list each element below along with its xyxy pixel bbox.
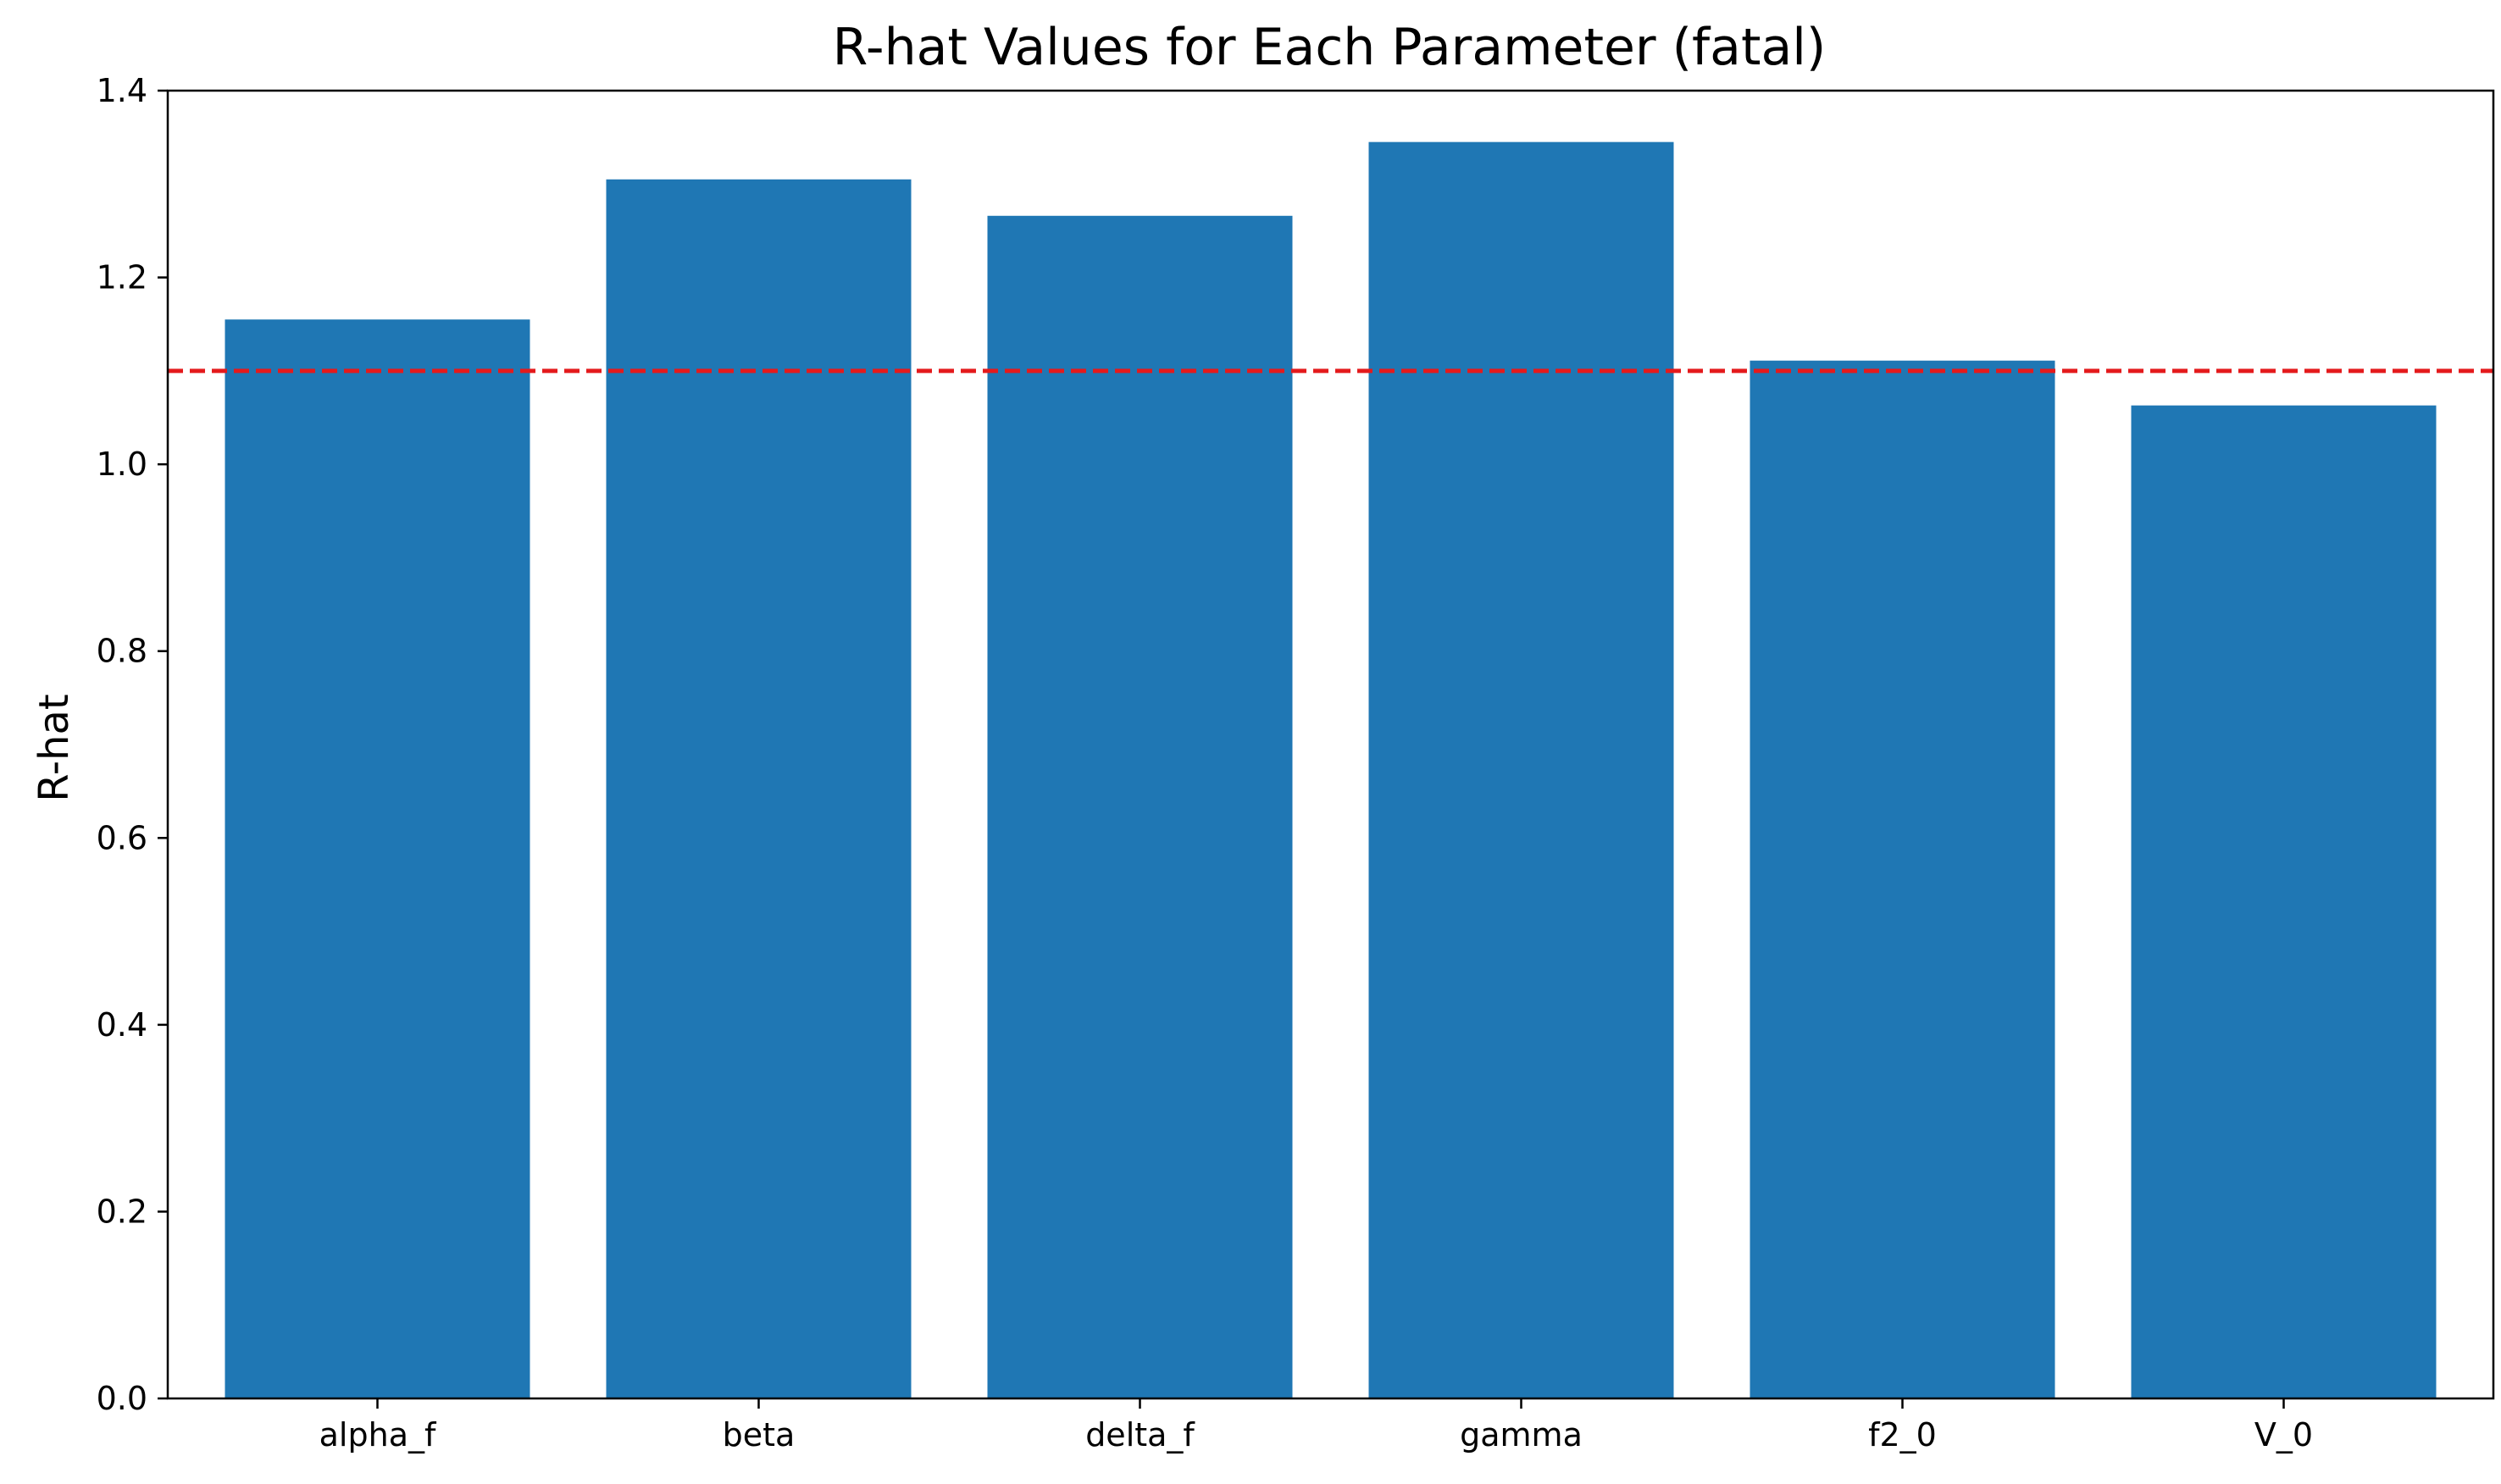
x-tick-label: gamma [1460,1416,1583,1454]
bar-V_0 [2131,405,2437,1399]
bar-alpha_f [225,319,530,1399]
x-tick-label: V_0 [2254,1416,2313,1454]
plot-frame [166,89,2495,1400]
x-tick-label: beta [723,1416,796,1454]
y-axis: 0.0 0.2 0.4 0.6 0.8 1.0 1.2 1.4 [97,72,168,1417]
x-tick-label: alpha_f [319,1416,437,1454]
plot-bars [225,141,2437,1399]
y-tick-label: 1.0 [97,446,147,483]
bar-delta_f [987,215,1293,1399]
bar-f2_0 [1750,360,2055,1398]
y-tick-label: 0.0 [97,1380,147,1417]
y-tick-label: 1.4 [97,72,147,109]
x-tick-label: f2_0 [1868,1416,1937,1454]
y-tick-label: 0.2 [97,1193,147,1230]
y-tick-label: 0.6 [97,819,147,856]
chart-title: R-hat Values for Each Parameter (fatal) [833,18,1827,77]
y-axis-label: R-hat [30,694,78,801]
x-tick-label: delta_f [1085,1416,1195,1454]
bar-beta [606,179,912,1398]
y-tick-label: 1.2 [97,259,147,296]
y-tick-label: 0.8 [97,633,147,670]
bar-gamma [1368,141,1674,1399]
y-tick-label: 0.4 [97,1006,147,1044]
x-axis: alpha_f beta delta_f gamma f2_0 V_0 [319,1398,2313,1454]
